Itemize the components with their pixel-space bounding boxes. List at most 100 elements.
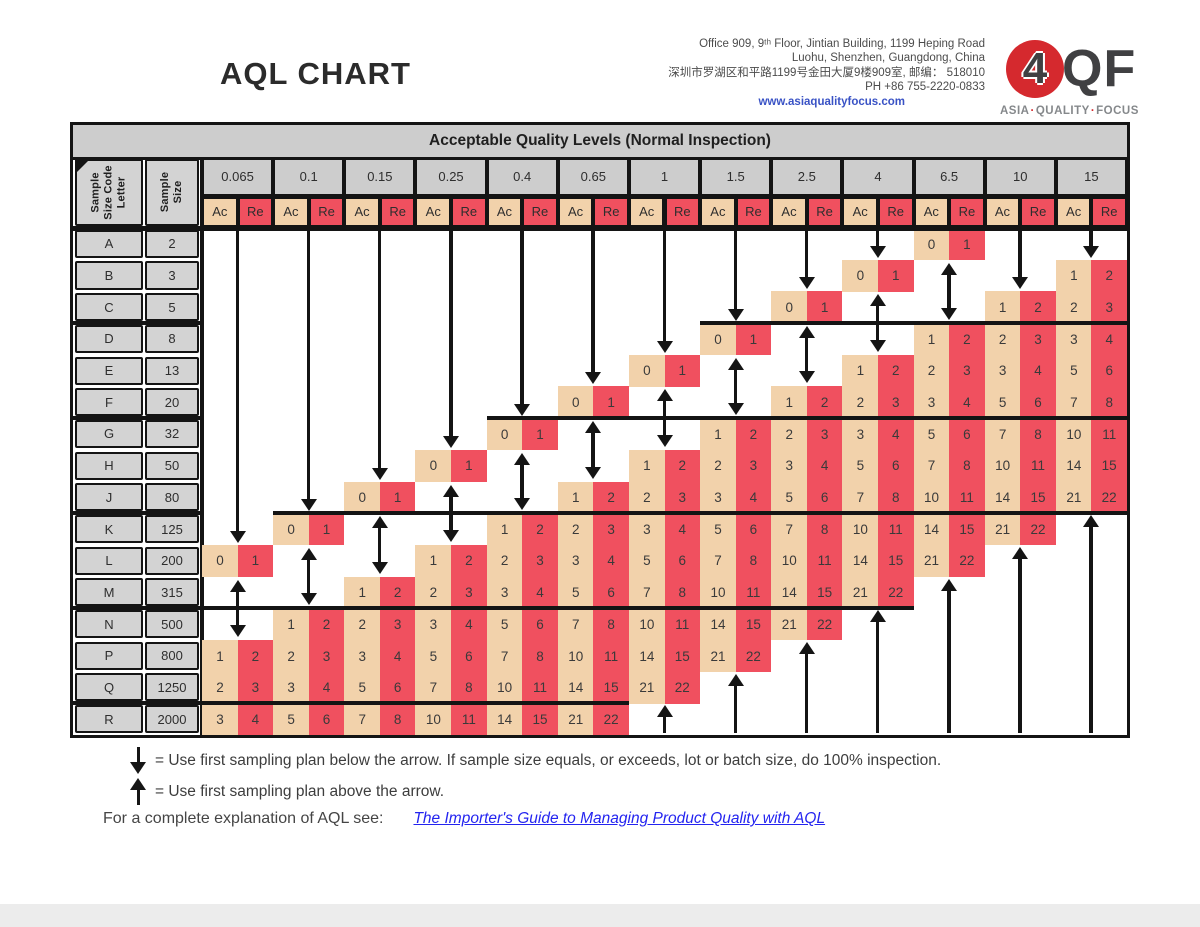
re-cell: 2 [308, 608, 345, 641]
re-cell: 22 [877, 576, 914, 609]
ac-cell: 5 [273, 703, 310, 735]
ac-cell: 3 [557, 544, 594, 578]
ac-cell: 2 [344, 608, 381, 641]
logo-tagline: ASIA·QUALITY·FOCUS [1000, 105, 1150, 117]
arrow-head [300, 547, 317, 560]
re-header: Re [666, 198, 699, 225]
re-cell: 6 [379, 671, 416, 704]
re-header: Re [737, 198, 770, 225]
re-cell: 2 [735, 418, 772, 451]
re-cell: 2 [1020, 291, 1056, 324]
arrow-shaft [947, 588, 951, 733]
sample-size-header: Sample Size [145, 159, 199, 226]
arrow-head [656, 340, 673, 353]
website-link[interactable]: www.asiaqualityfocus.com [758, 96, 905, 108]
ac-cell: 10 [842, 513, 879, 546]
re-cell: 11 [949, 481, 985, 514]
arrow-shaft [733, 230, 738, 312]
re-cell: 2 [806, 386, 843, 419]
contact-line: Luohu, Shenzhen, Guangdong, China [791, 52, 985, 65]
rotated-label: Sample Size Code Letter [89, 165, 128, 220]
re-cell: 15 [877, 544, 914, 578]
re-header: Re [239, 198, 272, 225]
ac-header: Ac [702, 198, 734, 225]
ac-cell: 7 [415, 671, 452, 704]
re-cell: 1 [522, 418, 558, 451]
arrow-shaft [733, 683, 738, 733]
aql-guide-link[interactable]: The Importer's Guide to Managing Product… [413, 810, 826, 827]
aql-level-header: 0.25 [417, 159, 485, 194]
arrow-shaft [520, 461, 524, 502]
re-cell: 3 [1091, 291, 1127, 324]
ac-cell: 5 [415, 639, 452, 673]
down-arrow [300, 230, 317, 512]
ac-cell: 21 [913, 544, 950, 578]
ac-cell: 2 [771, 418, 808, 451]
arrow-head [1083, 515, 1100, 528]
re-cell: 11 [664, 608, 701, 641]
aql-level-header: 10 [986, 159, 1054, 194]
arrow-head [371, 467, 388, 480]
rotated-label: Sample Size [159, 172, 184, 213]
re-cell: 4 [308, 671, 345, 704]
arrow-shaft [804, 651, 809, 733]
re-cell: 11 [877, 513, 914, 546]
arrow-shaft [875, 303, 880, 343]
ac-cell: 5 [628, 544, 665, 578]
ac-cell: 10 [771, 544, 808, 578]
contact-line: 深圳市罗湖区和平路1199号金田大厦9楼909室, 邮编： 518010 [668, 66, 985, 79]
size-cell: 500 [145, 610, 199, 639]
arrow-head [869, 339, 886, 352]
tagline-word: ASIA [1000, 105, 1030, 117]
arrow-shaft [804, 230, 809, 280]
re-cell: 22 [1020, 513, 1056, 546]
down-arrow [1012, 230, 1029, 290]
re-cell: 11 [806, 544, 843, 578]
re-cell: 4 [735, 481, 772, 514]
re-cell: 15 [949, 513, 985, 546]
re-cell: 22 [806, 608, 843, 641]
ac-cell: 3 [1055, 323, 1092, 356]
re-cell: 11 [1020, 449, 1056, 482]
re-cell: 1 [451, 449, 487, 482]
ac-cell: 7 [486, 639, 523, 673]
page-bottom-band [0, 904, 1200, 927]
ac-cell: 14 [628, 639, 665, 673]
arrow-head [941, 262, 958, 275]
size-cell: 315 [145, 578, 199, 607]
arrow-shaft [733, 366, 738, 407]
group-line [700, 321, 1127, 326]
code-cell: H [75, 451, 143, 480]
re-cell: 8 [593, 608, 629, 641]
re-cell: 4 [949, 386, 985, 419]
ac-cell: 1 [273, 608, 310, 641]
re-cell: 1 [308, 513, 345, 546]
logo-qf-text: QF [1062, 40, 1137, 98]
code-cell: L [75, 546, 143, 575]
double-arrow [443, 484, 460, 542]
re-cell: 1 [735, 323, 772, 356]
arrow-head [371, 561, 388, 574]
re-cell: 8 [451, 671, 487, 704]
ac-cell: 10 [628, 608, 665, 641]
re-cell: 22 [664, 671, 701, 704]
arrow-head [585, 372, 602, 385]
up-arrow [656, 705, 673, 733]
re-cell: 1 [806, 291, 843, 324]
ac-header: Ac [204, 198, 236, 225]
aql-level-header: 0.4 [488, 159, 556, 194]
arrow-shaft [306, 230, 311, 502]
contact-line: Office 909, 9ᵗʰ Floor, Jintian Building,… [699, 38, 985, 50]
up-arrow [798, 641, 815, 733]
legend-text: = Use first sampling plan above the arro… [155, 782, 445, 800]
contact-block: Office 909, 9ᵗʰ Floor, Jintian Building,… [585, 37, 985, 95]
header-heavy-line [73, 226, 1127, 231]
code-cell: C [75, 293, 143, 322]
double-arrow [941, 262, 958, 321]
arrow-shaft [306, 556, 311, 597]
ac-cell: 14 [557, 671, 594, 704]
ac-header: Ac [773, 198, 805, 225]
arrow-head [514, 452, 531, 465]
code-cell: F [75, 388, 143, 417]
ac-cell: 14 [842, 544, 879, 578]
